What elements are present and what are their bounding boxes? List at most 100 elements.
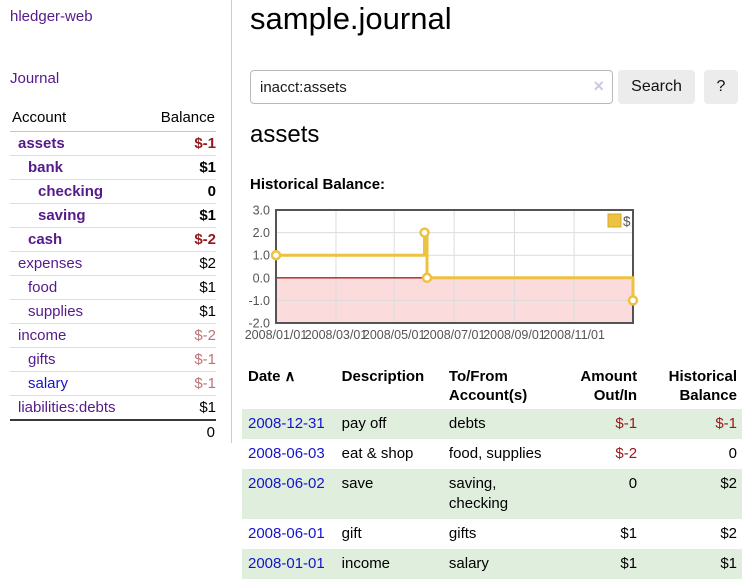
- account-row: supplies $1: [10, 300, 216, 324]
- account-link-saving[interactable]: saving: [38, 207, 86, 224]
- data-point-marker: [421, 272, 433, 284]
- transaction-description: income: [341, 555, 391, 572]
- column-header-to-from-account-s-: To/From Account(s): [443, 364, 554, 409]
- clear-search-icon[interactable]: ×: [593, 76, 604, 96]
- y-axis-tick-label: 1.0: [253, 249, 270, 263]
- account-balance: $1: [199, 399, 216, 416]
- plot-border: [275, 209, 634, 324]
- account-balance: $1: [199, 159, 216, 176]
- account-link-supplies[interactable]: supplies: [28, 303, 84, 320]
- y-axis-tick-label: -1.0: [248, 294, 270, 308]
- transaction-amount: $-2: [615, 445, 638, 462]
- x-axis-tick-label: 2008/09/01: [483, 328, 546, 342]
- column-header-label: Date: [248, 368, 281, 385]
- transaction-date-link[interactable]: 2008-06-02: [248, 475, 325, 492]
- accounts-column-header: Account: [12, 109, 67, 126]
- account-link-gifts[interactable]: gifts: [28, 351, 56, 368]
- account-link-expenses[interactable]: expenses: [18, 255, 83, 272]
- transaction-row: 2008-12-31 pay off debts $-1 $-1: [242, 409, 742, 439]
- account-balance: $1: [199, 207, 216, 224]
- app-brand-link[interactable]: hledger-web: [10, 8, 93, 25]
- accounts-table-header: Account Balance: [10, 106, 216, 132]
- transaction-row: 2008-01-01 income salary $1 $1: [242, 549, 742, 579]
- transaction-accounts: debts: [448, 415, 486, 432]
- legend-swatch: [607, 213, 622, 228]
- account-row: income $-2: [10, 324, 216, 348]
- account-balance: $-1: [194, 135, 216, 152]
- nav-journal-link[interactable]: Journal: [10, 70, 60, 87]
- x-axis-tick-label: 2008/03/01: [305, 328, 368, 342]
- account-link-income[interactable]: income: [18, 327, 67, 344]
- transaction-description: save: [341, 475, 374, 492]
- sidebar: hledger-web Journal Account Balance asse…: [0, 0, 232, 443]
- x-axis-tick-label: 2008/11/01: [543, 328, 605, 342]
- account-balance: $1: [199, 303, 216, 320]
- historical-balance-chart: $3.0 2.0 1.0 0.0 -1.0 -2.0 2008/01/01 2008/03/0…: [242, 203, 742, 343]
- account-row: saving $1: [10, 204, 216, 228]
- account-link-checking[interactable]: checking: [38, 183, 104, 200]
- legend-label: $: [623, 214, 631, 229]
- search-box: ×: [250, 70, 613, 104]
- account-link-salary[interactable]: salary: [28, 375, 69, 392]
- column-header-date[interactable]: Date ∧: [242, 364, 336, 409]
- x-axis-tick-label: 2008/05/01: [363, 328, 426, 342]
- account-balance: $-1: [194, 375, 216, 392]
- transaction-date-link[interactable]: 2008-06-03: [248, 445, 325, 462]
- account-balance: $-2: [194, 231, 216, 248]
- column-header-amount-out-in: Amount Out/In: [553, 364, 642, 409]
- transaction-date-link[interactable]: 2008-06-01: [248, 525, 325, 542]
- x-axis-tick-label: 2008/07/01: [423, 328, 486, 342]
- transaction-balance: $1: [720, 555, 737, 572]
- y-axis-tick-label: -2.0: [248, 317, 270, 331]
- account-link-food[interactable]: food: [28, 279, 58, 296]
- column-header-label: Amount Out/In: [580, 368, 638, 404]
- column-header-historical-balance: Historical Balance: [642, 364, 742, 409]
- account-row: bank $1: [10, 156, 216, 180]
- account-balance: $-2: [194, 327, 216, 344]
- search-button[interactable]: Search: [618, 70, 695, 104]
- account-balance: $1: [199, 279, 216, 296]
- accounts-balance-table: Account Balance assets $-1 bank $1 checking 0…: [10, 106, 216, 444]
- data-point-marker: [419, 227, 430, 238]
- transaction-date-link[interactable]: 2008-01-01: [248, 555, 325, 572]
- account-balance: $-1: [194, 351, 216, 368]
- transaction-balance: $2: [720, 525, 737, 542]
- column-header-label: Description: [341, 368, 425, 385]
- account-balance: $2: [199, 255, 216, 272]
- account-link-bank[interactable]: bank: [28, 159, 64, 176]
- account-link-cash[interactable]: cash: [28, 231, 63, 248]
- transaction-description: eat & shop: [341, 445, 414, 462]
- account-row: food $1: [10, 276, 216, 300]
- account-row: assets $-1: [10, 132, 216, 156]
- y-axis-tick-label: 0.0: [253, 271, 270, 285]
- transaction-amount: $1: [620, 525, 638, 542]
- account-link-assets[interactable]: assets: [18, 135, 65, 152]
- chart-title: Historical Balance:: [250, 176, 386, 193]
- account-row: gifts $-1: [10, 348, 216, 372]
- transaction-date-link[interactable]: 2008-12-31: [248, 415, 325, 432]
- transaction-description: pay off: [341, 415, 387, 432]
- transaction-amount: 0: [628, 475, 638, 492]
- journal-title: sample.journal: [250, 1, 452, 36]
- x-axis-tick-label: 2008/01/01: [245, 328, 308, 342]
- account-page-title: assets: [250, 121, 320, 148]
- sort-ascending-icon: ∧: [284, 368, 296, 385]
- column-header-description: Description: [336, 364, 443, 409]
- account-balance: 0: [207, 183, 216, 200]
- help-button[interactable]: ?: [704, 70, 738, 104]
- y-axis-tick-label: 3.0: [253, 204, 270, 218]
- search-input[interactable]: [250, 70, 613, 104]
- transaction-row: 2008-06-03 eat & shop food, supplies $-2 0: [242, 439, 742, 469]
- account-row: salary $-1: [10, 372, 216, 396]
- transaction-balance: 0: [728, 445, 737, 462]
- transaction-amount: $1: [620, 555, 638, 572]
- column-header-label: To/From Account(s): [448, 368, 528, 404]
- total-balance-value: 0: [206, 424, 215, 441]
- transaction-balance: $-1: [715, 415, 737, 432]
- y-axis-tick-label: 2.0: [253, 226, 270, 240]
- transaction-description: gift: [341, 525, 362, 542]
- account-row: cash $-2: [10, 228, 216, 252]
- transaction-accounts: food, supplies: [448, 445, 542, 462]
- account-link-liabilities-debts[interactable]: liabilities:debts: [18, 399, 116, 416]
- account-row: expenses $2: [10, 252, 216, 276]
